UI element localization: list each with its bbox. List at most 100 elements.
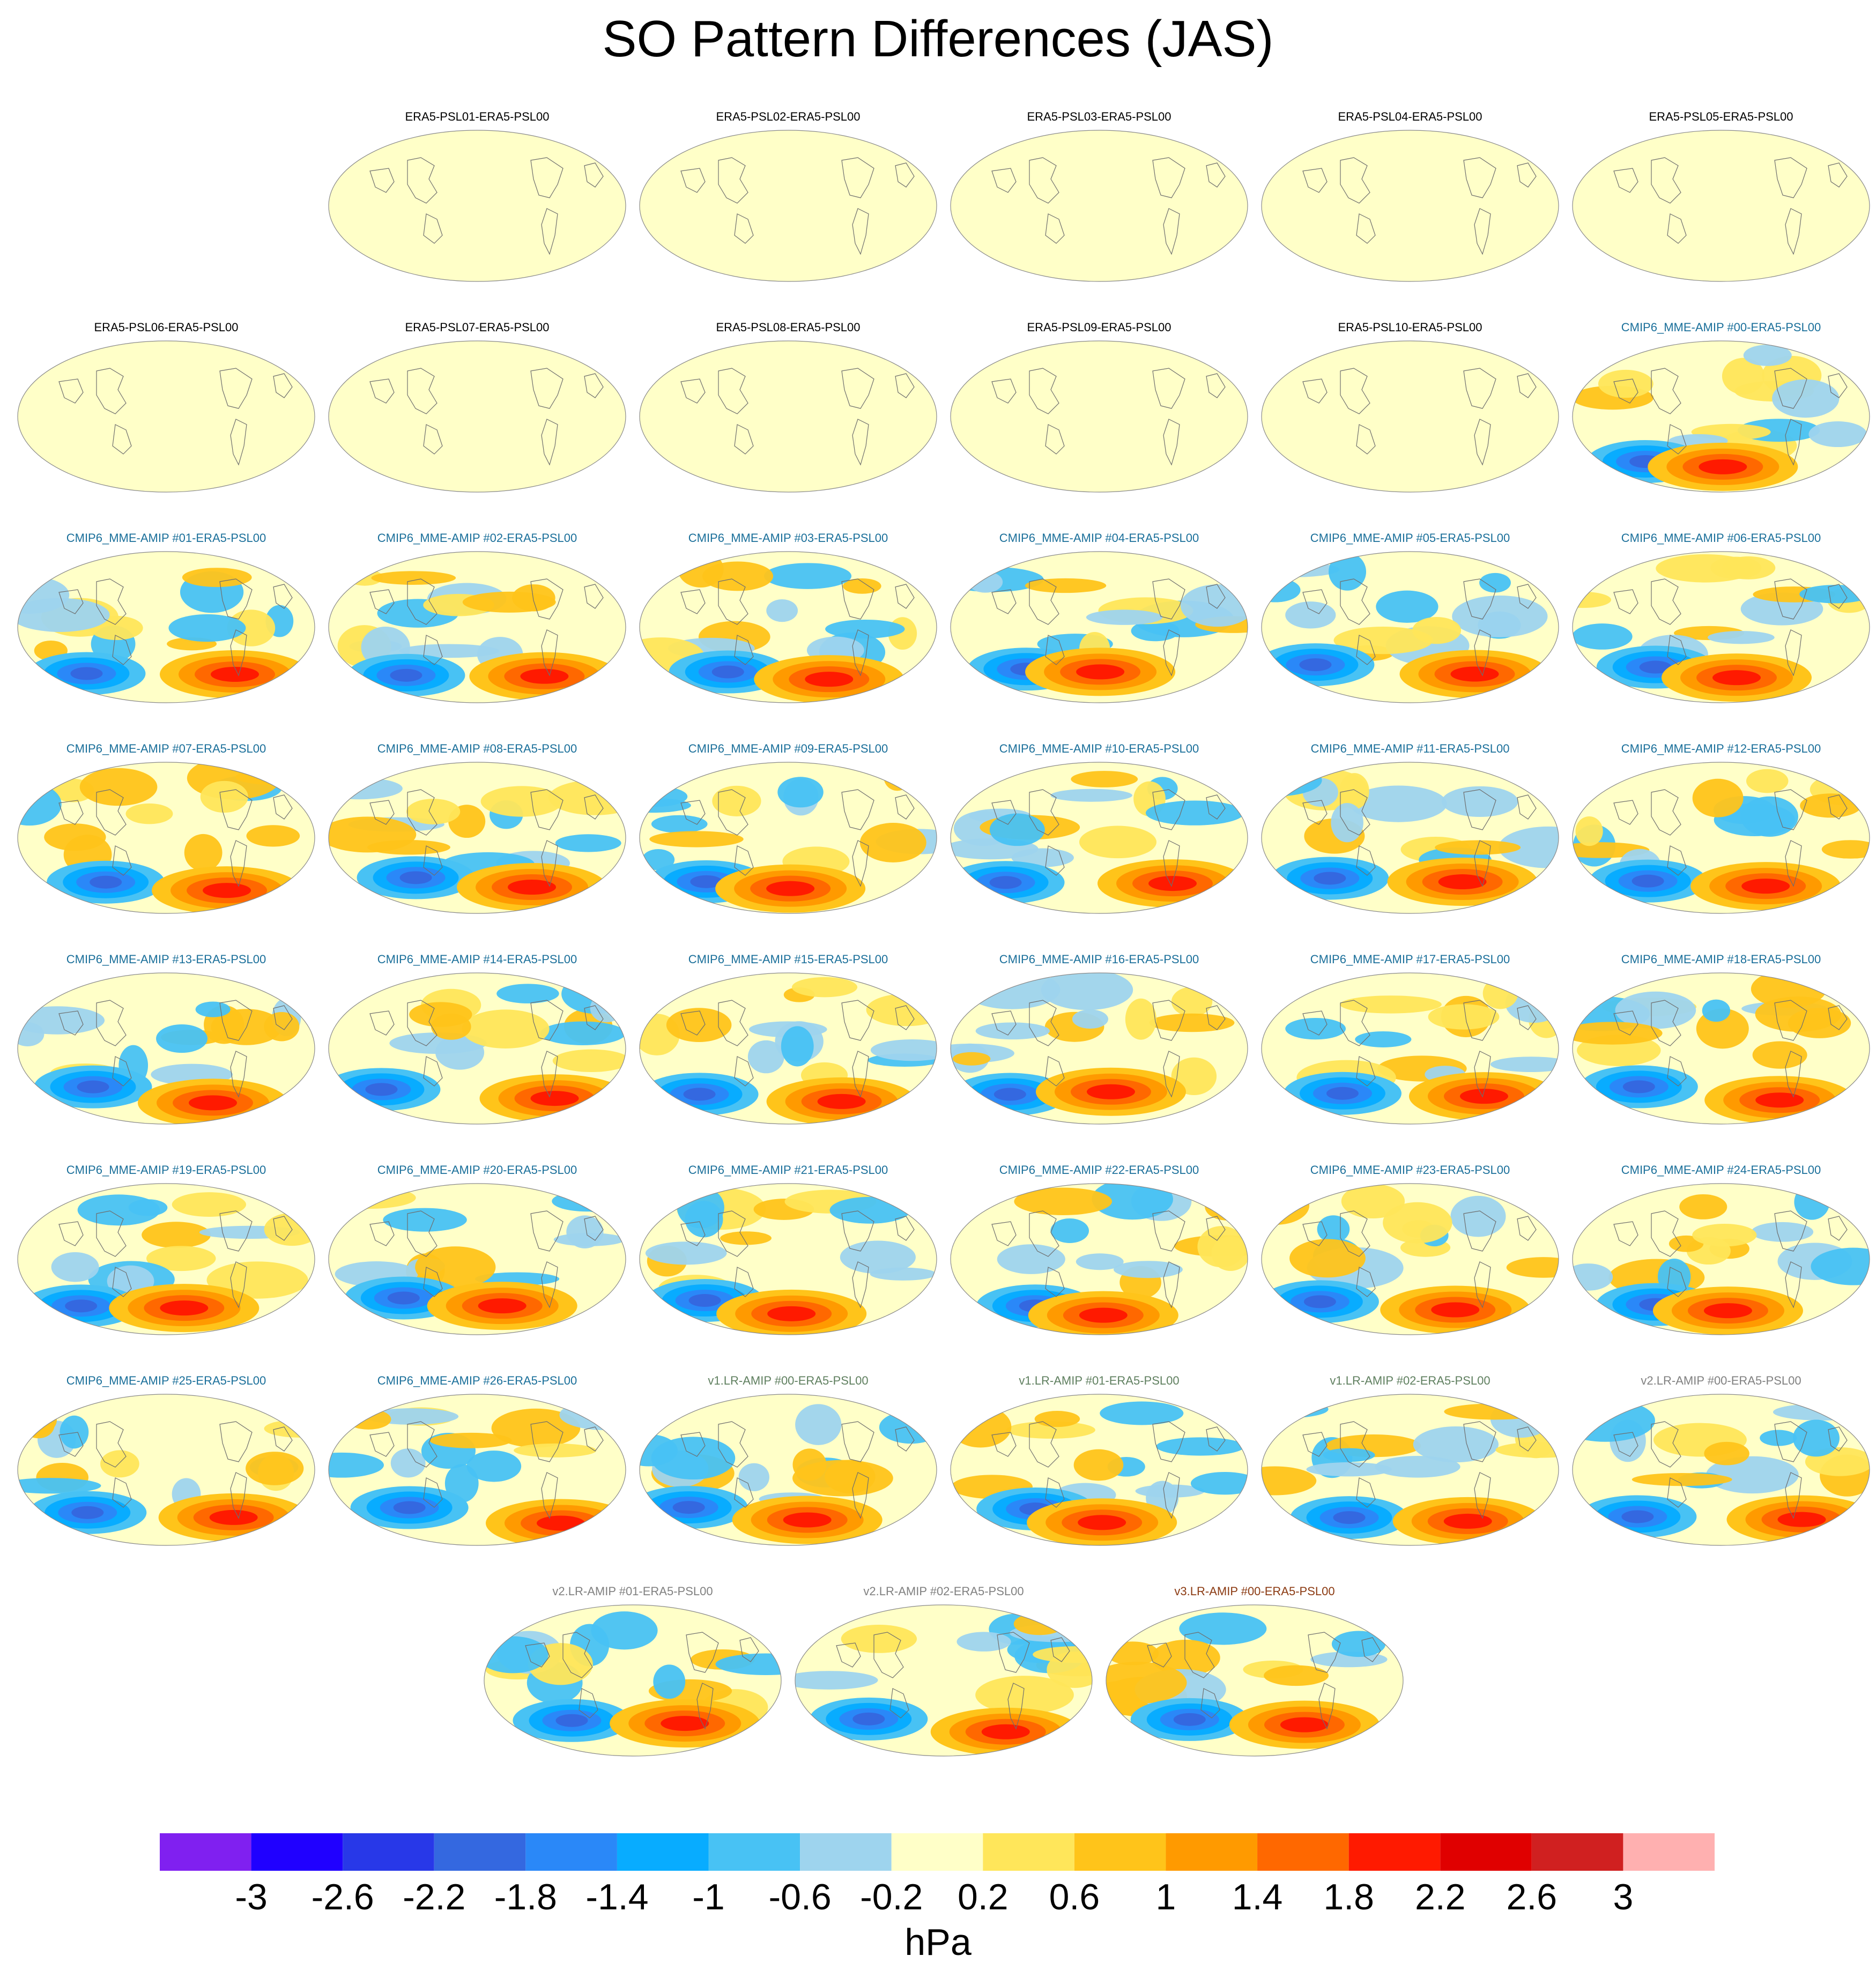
coastline (525, 1642, 550, 1668)
low-anomaly-contour (365, 1083, 398, 1096)
coastline (852, 208, 869, 255)
anomaly-blob (1072, 1009, 1109, 1029)
map-background (640, 341, 937, 492)
map-panel: CMIP6_MME-AMIP #07-ERA5-PSL00 (11, 742, 322, 952)
coastline (841, 1421, 874, 1462)
coastline (273, 794, 293, 820)
coastlines (1302, 789, 1537, 887)
coastline (423, 213, 443, 244)
low-anomaly-contour (1314, 872, 1346, 885)
coastline (1463, 368, 1496, 409)
low-anomaly-contour (672, 1501, 705, 1514)
robinson-map (328, 1183, 626, 1335)
map-border (328, 972, 626, 1125)
coastline (991, 1432, 1017, 1457)
panel-title: v1.LR-AMIP #00-ERA5-PSL00 (708, 1374, 869, 1387)
coastlines (1613, 789, 1848, 887)
high-anomaly-contour (1280, 1717, 1329, 1732)
anomaly-blob (329, 816, 417, 853)
robinson-map (1261, 972, 1559, 1125)
anomaly-blob (1145, 800, 1244, 825)
panel-title: CMIP6_MME-AMIP #05-ERA5-PSL00 (1310, 531, 1510, 545)
low-anomaly-contour (70, 667, 103, 680)
anomaly-blob (146, 1246, 216, 1271)
robinson-map (639, 340, 937, 493)
coastlines (1613, 1210, 1848, 1308)
coastline (96, 1210, 127, 1257)
high-anomaly-contour (1443, 1513, 1492, 1529)
panel-title: ERA5-PSL04-ERA5-PSL00 (1338, 110, 1482, 123)
map-border (17, 1394, 315, 1546)
panel-title: CMIP6_MME-AMIP #15-ERA5-PSL00 (688, 953, 888, 966)
anomaly-blob (1125, 998, 1156, 1040)
high-anomaly-contour (1438, 874, 1487, 890)
colorbar-tick-label: 1.8 (1323, 1877, 1374, 1917)
coastline (1774, 1210, 1807, 1252)
coastlines (991, 368, 1226, 466)
anomaly-blob (18, 1478, 101, 1494)
map-border (1261, 340, 1559, 493)
coastline (1163, 840, 1180, 887)
anomaly-blob (642, 849, 675, 871)
coastline (836, 1642, 861, 1668)
anomaly-blob (795, 1404, 842, 1445)
coastline (1667, 1477, 1687, 1508)
coastline (852, 840, 869, 887)
anomaly-blob (1573, 623, 1633, 650)
colorbar-tick-label: -2.6 (311, 1877, 374, 1917)
map-border (328, 1183, 626, 1335)
panel-title: CMIP6_MME-AMIP #19-ERA5-PSL00 (66, 1163, 266, 1177)
anomaly-blob (553, 1233, 625, 1246)
map-panel: CMIP6_MME-AMIP #18-ERA5-PSL00 (1566, 953, 1876, 1163)
anomaly-blob (1632, 1472, 1732, 1486)
anomaly-blob (712, 785, 761, 816)
anomaly-blob (975, 1022, 1050, 1040)
anomaly-blob (51, 1252, 99, 1282)
anomaly-blob (184, 834, 223, 872)
map-border (639, 1183, 937, 1335)
low-anomaly-contour (1621, 1510, 1654, 1523)
high-anomaly-contour (1078, 1515, 1126, 1530)
anomaly-field (976, 1184, 1248, 1335)
coastlines (1302, 1210, 1537, 1308)
anomaly-blob (825, 619, 905, 639)
coastlines (1613, 1000, 1848, 1098)
panel-title: ERA5-PSL05-ERA5-PSL00 (1649, 110, 1793, 123)
anomaly-blob (18, 598, 110, 632)
coastline (718, 157, 748, 204)
coastlines (680, 789, 915, 887)
coastline (530, 578, 563, 620)
low-anomaly-contour (1333, 1511, 1366, 1524)
panel-title: CMIP6_MME-AMIP #25-ERA5-PSL00 (66, 1374, 266, 1387)
robinson-map (639, 1183, 937, 1335)
colorbar-swatch (434, 1833, 526, 1871)
high-anomaly-contour (1712, 670, 1761, 686)
anomaly-blob (1598, 369, 1653, 398)
coastlines (991, 1210, 1226, 1308)
colorbar-swatch (983, 1833, 1074, 1871)
anomaly-blob (1306, 1462, 1392, 1477)
coastline (718, 368, 748, 414)
anomaly-blob (142, 1222, 211, 1248)
robinson-map (17, 1183, 315, 1335)
coastline (1517, 373, 1537, 398)
coastline (541, 629, 558, 676)
colorbar-swatch (525, 1833, 617, 1871)
coastline (997, 1632, 1030, 1673)
panel-title: CMIP6_MME-AMIP #07-ERA5-PSL00 (66, 742, 266, 755)
colorbar-tick-label: 0.2 (958, 1877, 1009, 1917)
anomaly-blob (1573, 1022, 1663, 1045)
anomaly-blob (1340, 995, 1442, 1014)
coastline (1785, 840, 1802, 887)
high-anomaly-contour (203, 883, 251, 898)
coastline (369, 1010, 395, 1036)
map-panel: CMIP6_MME-AMIP #14-ERA5-PSL00 (322, 953, 633, 1163)
coastline (680, 1221, 706, 1246)
anomaly-blob (1412, 617, 1462, 644)
panel-title: CMIP6_MME-AMIP #20-ERA5-PSL00 (377, 1163, 577, 1177)
anomaly-blob (156, 1024, 208, 1053)
high-anomaly-contour (805, 672, 854, 687)
map-panel: CMIP6_MME-AMIP #13-ERA5-PSL00 (11, 953, 322, 1163)
coastline (1774, 789, 1807, 830)
coastline (1785, 208, 1802, 255)
